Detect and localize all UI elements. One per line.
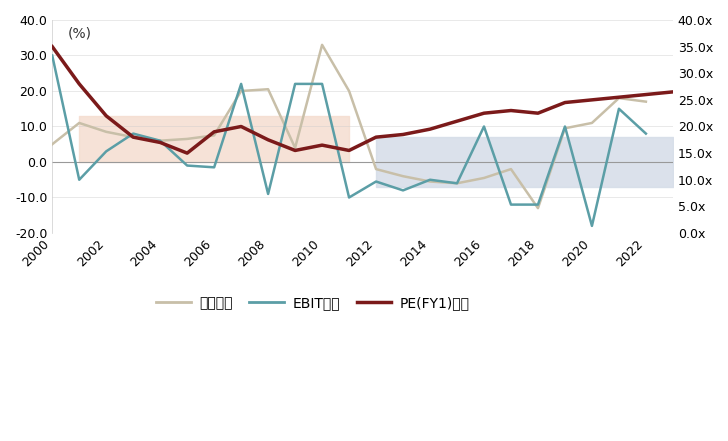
Text: (%): (%) bbox=[68, 26, 92, 41]
Legend: 收入增速, EBIT增速, PE(FY1)右轴: 收入增速, EBIT增速, PE(FY1)右轴 bbox=[151, 290, 475, 315]
